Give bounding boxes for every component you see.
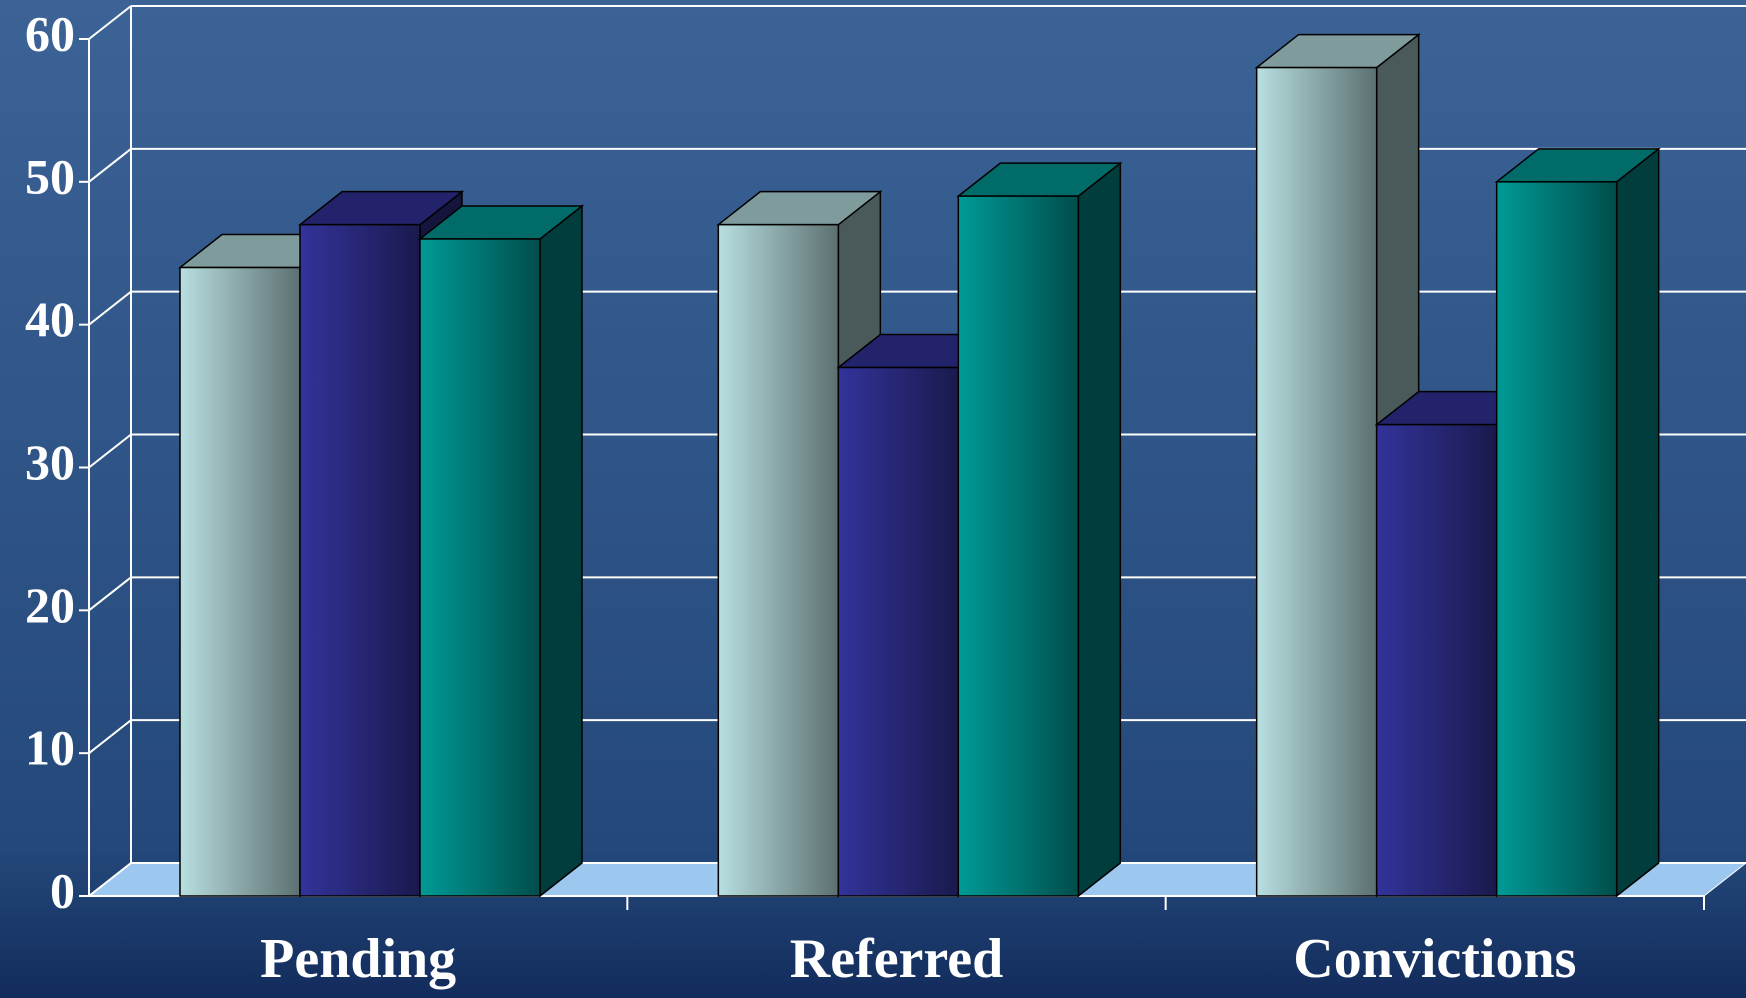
bar-shade	[300, 224, 420, 896]
side-grid-line	[88, 5, 132, 40]
y-tick-label: 50	[25, 148, 75, 204]
bar-shade	[1376, 424, 1497, 896]
x-tick-label: Pending	[260, 928, 456, 990]
y-tick-label: 40	[25, 291, 75, 347]
y-tick-label: 30	[25, 434, 75, 490]
y-tick-label: 20	[25, 577, 75, 633]
bar-shade	[180, 267, 300, 896]
bar-top-shade	[958, 163, 1121, 197]
bar-shade	[1496, 181, 1617, 897]
side-grid-line	[88, 433, 132, 469]
bar-top-shade	[1256, 34, 1419, 68]
bar-top-shade	[1496, 148, 1659, 182]
bar-top-shade	[420, 205, 582, 239]
bar-side-shade	[540, 205, 582, 896]
bar-shade	[838, 367, 959, 896]
bar-top-shade	[300, 191, 462, 225]
side-grid-line	[88, 576, 132, 612]
bar-shade	[420, 238, 540, 896]
y-tick-label: 10	[25, 720, 75, 776]
bar-shade	[1256, 67, 1377, 897]
side-grid-line	[88, 148, 132, 183]
x-tick-label: Convictions	[1293, 928, 1576, 990]
bar-side-shade	[1616, 148, 1659, 897]
bar-side-shade	[1078, 163, 1121, 896]
bar-shade	[958, 196, 1079, 896]
y-tick-label: 60	[25, 5, 75, 61]
bar-shade	[718, 224, 839, 896]
bar-top-shade	[718, 191, 881, 225]
side-grid-line	[88, 862, 132, 897]
side-grid-line	[88, 290, 132, 326]
y-tick-label: 0	[50, 862, 75, 918]
side-grid-line	[88, 719, 132, 754]
x-tick-label: Referred	[790, 928, 1004, 990]
